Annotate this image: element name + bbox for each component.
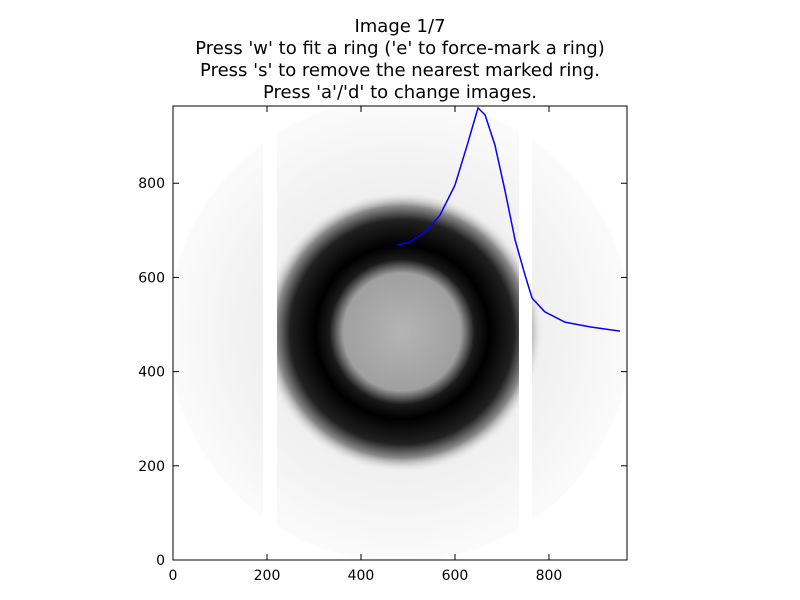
ticks: 0 200 400 600 800 0 200 400 600 800: [138, 106, 627, 584]
y-tick-label: 600: [138, 270, 165, 286]
x-tick-label: 400: [348, 568, 375, 584]
y-tick-label: 200: [138, 459, 165, 475]
y-tick-label: 0: [156, 553, 165, 569]
ring-profile-line: [397, 106, 621, 332]
title-line: Press 'a'/'d' to change images.: [263, 82, 537, 103]
y-tick-label: 400: [138, 365, 165, 381]
x-tick-label: 200: [254, 568, 281, 584]
y-tick-label: 800: [138, 176, 165, 192]
detector-image: [173, 106, 627, 560]
x-tick-label: 600: [442, 568, 469, 584]
x-tick-label: 800: [536, 568, 563, 584]
title-line: Press 's' to remove the nearest marked r…: [200, 60, 600, 81]
axes-frame: [172, 105, 628, 561]
x-tick-label: 0: [169, 568, 178, 584]
plot-lines: [397, 106, 621, 332]
title-line: Image 1/7: [354, 16, 445, 37]
title-line: Press 'w' to fit a ring ('e' to force-ma…: [195, 38, 605, 59]
